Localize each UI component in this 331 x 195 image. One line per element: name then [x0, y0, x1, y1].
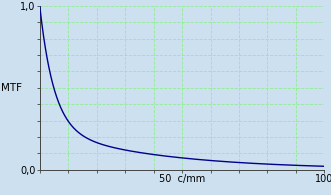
Y-axis label: MTF: MTF: [1, 83, 22, 93]
